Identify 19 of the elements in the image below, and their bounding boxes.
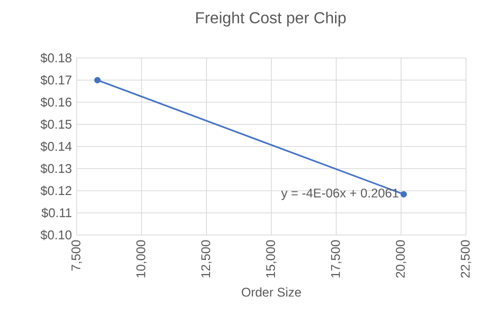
chart-title: Freight Cost per Chip xyxy=(196,12,346,27)
x-tick-label: 15,000 xyxy=(266,240,277,278)
y-tick-label: $0.17 xyxy=(40,75,72,86)
y-tick-label: $0.15 xyxy=(40,119,72,130)
y-tick-label: $0.14 xyxy=(40,141,72,152)
y-tick-label: $0.13 xyxy=(40,164,72,174)
y-tick-label: $0.12 xyxy=(40,186,72,196)
y-tick-label: $0.18 xyxy=(40,52,72,64)
x-tick-label: 10,000 xyxy=(136,240,147,278)
x-tick-label: 22,500 xyxy=(460,240,472,278)
y-tick-label: $0.10 xyxy=(40,230,72,240)
x-tick-label: 20,000 xyxy=(396,240,406,278)
x-axis-title: Order Size xyxy=(242,287,301,297)
x-tick-label: 12,500 xyxy=(201,240,212,278)
y-tick-label: $0.11 xyxy=(41,208,72,218)
y-tick-label: $0.16 xyxy=(40,97,72,108)
x-tick-label: 7,500 xyxy=(71,240,82,271)
annotation: y = -4E-06x + 0.2061 xyxy=(281,188,398,200)
x-tick-label: 17,500 xyxy=(331,240,342,278)
